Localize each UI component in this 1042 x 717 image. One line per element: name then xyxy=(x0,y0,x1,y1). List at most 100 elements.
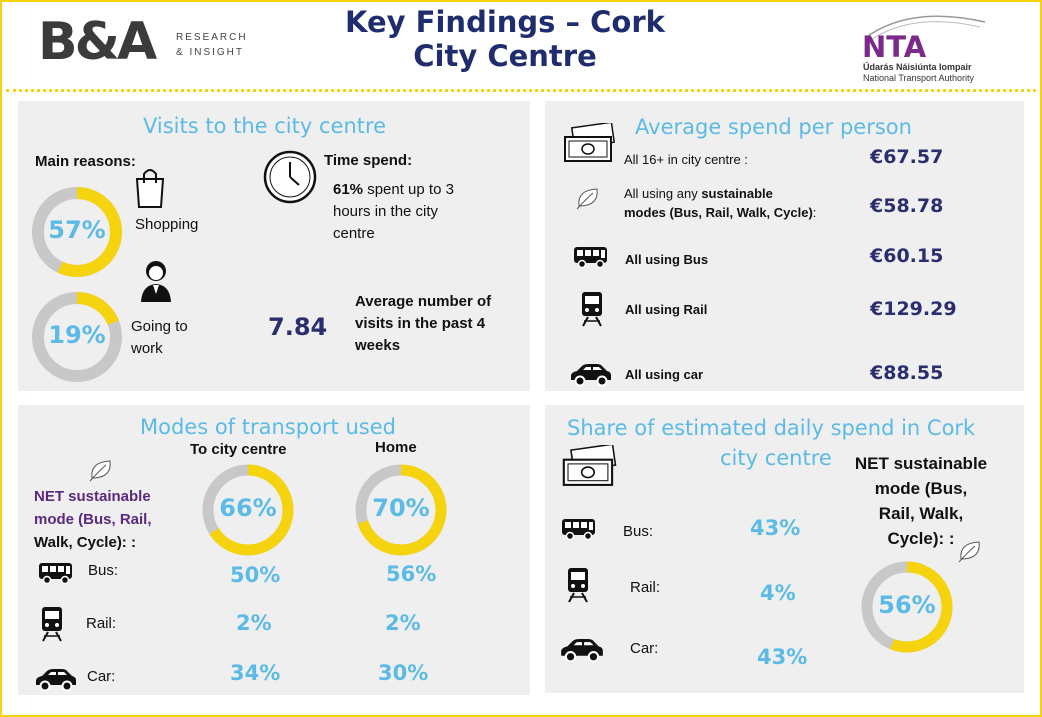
bus-icon xyxy=(561,517,597,541)
share-row-bus-value: 43% xyxy=(750,516,801,540)
share-net-line2: mode (Bus, xyxy=(874,479,968,498)
leaf-icon xyxy=(957,539,983,563)
spend-row-car-label: All using car xyxy=(625,367,704,382)
work-donut: 19% xyxy=(30,290,124,384)
modes-row-rail-label: Rail: xyxy=(86,615,117,632)
car-icon xyxy=(559,638,605,663)
page-title: Key Findings – Cork City Centre xyxy=(340,5,670,73)
modes-to-donut: 66% xyxy=(201,463,295,557)
train-icon xyxy=(580,291,604,327)
spend-row-all-value: €67.57 xyxy=(870,146,944,168)
modes-to-percent: 66% xyxy=(219,494,277,522)
share-net-label: NET sustainable mode (Bus, Rail, Walk, C… xyxy=(847,451,995,551)
time-spend-text-2: hours in the city xyxy=(333,203,439,220)
ba-logo-text: B&A xyxy=(38,12,157,72)
ba-logo-tagline: RESEARCH & INSIGHT xyxy=(176,30,248,60)
page-title-line2: City Centre xyxy=(413,39,597,73)
share-net-percent: 56% xyxy=(878,591,936,619)
nta-sub-irish: Údarás Náisiúnta Iompair xyxy=(863,62,972,72)
time-spend-percent: 61% xyxy=(333,181,364,198)
train-icon xyxy=(566,567,590,603)
spend-panel: Average spend per person All 16+ in city… xyxy=(545,101,1024,391)
modes-col-home: Home xyxy=(375,439,417,456)
donut-fill xyxy=(32,292,122,382)
share-net-donut: 56% xyxy=(860,560,954,654)
shopping-donut: 57% xyxy=(30,185,124,279)
ba-logo: B&A xyxy=(38,16,157,68)
worker-icon xyxy=(138,258,174,302)
spend-sust-l1: All using any xyxy=(624,186,702,201)
nta-sub-english: National Transport Authority xyxy=(863,73,975,83)
modes-net-line2: mode (Bus, Rail, xyxy=(34,508,152,531)
spend-row-rail-label: All using Rail xyxy=(625,302,708,317)
modes-panel: Modes of transport used To city centre H… xyxy=(18,405,530,695)
nta-swoosh-icon xyxy=(864,15,986,40)
visits-panel: Visits to the city centre Main reasons: … xyxy=(18,101,530,391)
work-label-line2: work xyxy=(131,340,163,357)
work-percent: 19% xyxy=(48,321,106,349)
shopping-label: Shopping xyxy=(135,216,199,233)
nta-logo-text: NTA xyxy=(862,30,927,64)
modes-row-bus-to: 50% xyxy=(230,563,281,587)
spend-sust-l2b: : xyxy=(812,205,817,220)
train-icon xyxy=(40,606,64,642)
page-title-line1: Key Findings – Cork xyxy=(345,5,665,39)
share-row-car-value: 43% xyxy=(757,645,808,669)
time-spend-label: Time spend: xyxy=(324,152,413,169)
header-divider xyxy=(6,89,1036,92)
spend-title: Average spend per person xyxy=(635,115,912,139)
modes-home-percent: 70% xyxy=(372,494,430,522)
time-spend-text: 61% spent up to 3 hours in the city cent… xyxy=(333,179,454,245)
banknote-icon xyxy=(561,445,617,487)
spend-row-sustainable-label: All using any sustainable modes (Bus, Ra… xyxy=(624,184,816,222)
modes-col-to: To city centre xyxy=(190,441,287,458)
share-row-rail-value: 4% xyxy=(760,581,796,605)
modes-row-car-to: 34% xyxy=(230,661,281,685)
shopping-bag-icon xyxy=(133,165,167,209)
leaf-icon xyxy=(575,186,601,210)
donut-fill xyxy=(861,561,953,653)
car-icon xyxy=(569,363,613,387)
share-panel: Share of estimated daily spend in Cork c… xyxy=(545,405,1024,693)
share-row-rail-label: Rail: xyxy=(630,579,661,596)
donut-fill xyxy=(355,464,447,556)
avg-visits-line2: visits in the past 4 xyxy=(355,315,486,332)
share-net-line3: Rail, Walk, xyxy=(878,504,964,523)
modes-row-bus-home: 56% xyxy=(386,562,437,586)
banknote-icon xyxy=(563,123,615,163)
time-spend-text-1: spent up to 3 xyxy=(363,181,454,198)
modes-row-bus-label: Bus: xyxy=(88,562,119,579)
ba-tagline-1: RESEARCH xyxy=(176,32,248,43)
spend-row-bus-label: All using Bus xyxy=(625,252,709,267)
avg-visits-line1: Average number of xyxy=(355,293,492,310)
modes-home-donut: 70% xyxy=(354,463,448,557)
spend-row-sustainable-value: €58.78 xyxy=(870,195,944,217)
main-reasons-label: Main reasons: xyxy=(35,153,136,170)
leaf-icon xyxy=(88,458,114,482)
modes-row-car-label: Car: xyxy=(87,668,116,685)
bus-icon xyxy=(573,245,609,269)
time-spend-text-3: centre xyxy=(333,225,375,242)
avg-visits-label: Average number of visits in the past 4 w… xyxy=(355,291,491,357)
share-net-line1: NET sustainable xyxy=(854,454,988,473)
bus-icon xyxy=(38,561,74,585)
avg-visits-value: 7.84 xyxy=(268,313,328,341)
modes-row-car-home: 30% xyxy=(378,661,429,685)
modes-net-line2-text: mode (Bus, Rail, xyxy=(34,511,152,528)
modes-row-rail-home: 2% xyxy=(385,611,421,635)
visits-title: Visits to the city centre xyxy=(143,114,387,138)
donut-fill xyxy=(32,187,122,277)
share-title-line1: Share of estimated daily spend in Cork xyxy=(567,416,976,440)
avg-visits-line3: weeks xyxy=(355,337,401,354)
modes-net-line1: NET sustainable xyxy=(34,488,151,505)
nta-logo-sub: Údarás Náisiúnta Iompair National Transp… xyxy=(863,62,974,84)
share-title-line2: city centre xyxy=(720,446,832,470)
spend-row-car-value: €88.55 xyxy=(870,362,944,384)
modes-net-label: NET sustainable mode (Bus, Rail, Walk, C… xyxy=(34,485,152,554)
modes-net-line3: Walk, Cycle): : xyxy=(34,534,136,551)
share-net-line4: Cycle): : xyxy=(887,529,955,548)
spend-sust-l2: modes (Bus, Rail, Walk, Cycle) xyxy=(624,205,813,220)
spend-row-rail-value: €129.29 xyxy=(870,298,957,320)
clock-icon xyxy=(262,149,318,205)
